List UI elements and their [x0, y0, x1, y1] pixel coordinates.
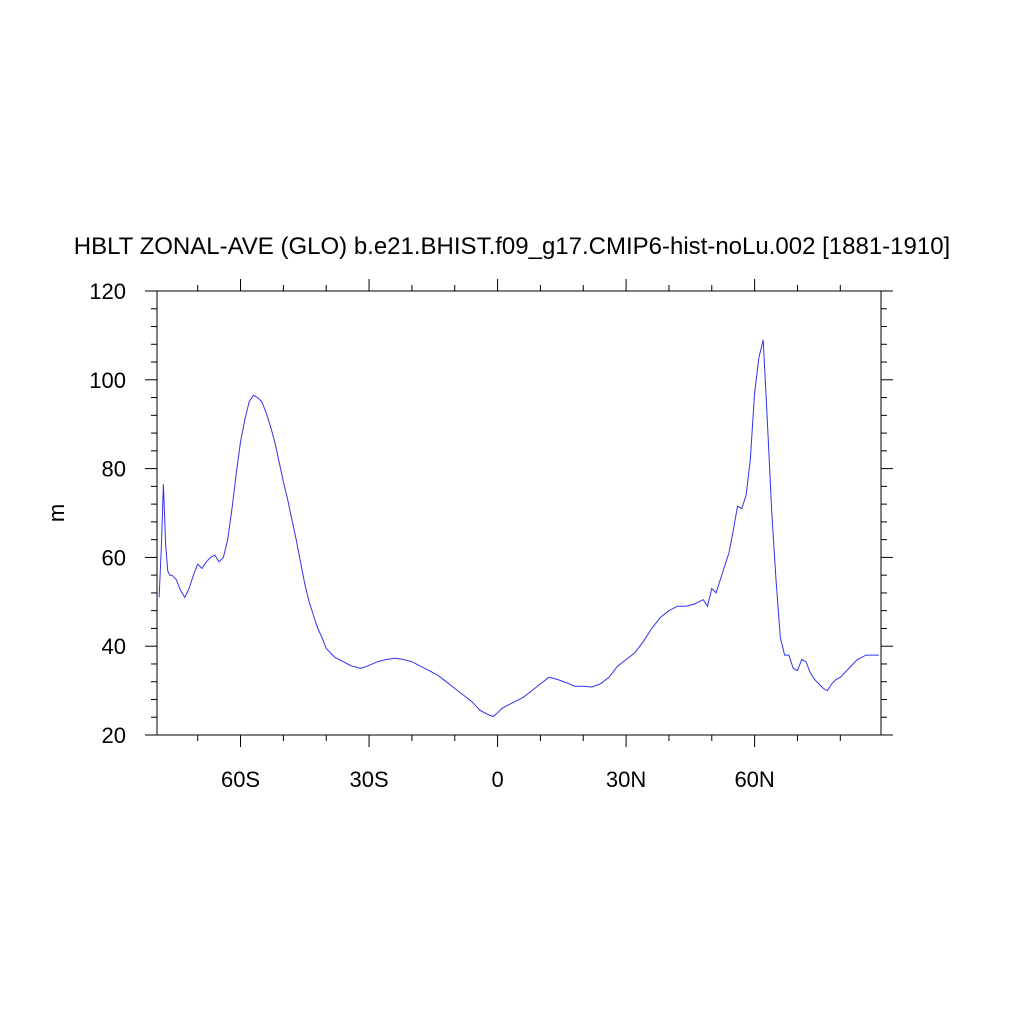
x-tick-label: 30S — [349, 767, 388, 792]
y-axis-label: m — [44, 504, 69, 522]
x-tick-label: 60N — [734, 767, 774, 792]
chart-title: HBLT ZONAL-AVE (GLO) b.e21.BHIST.f09_g17… — [74, 233, 950, 260]
y-tick-label: 40 — [102, 634, 126, 659]
plot-frame — [156, 290, 882, 736]
y-tick-label: 100 — [89, 368, 126, 393]
y-tick-label: 80 — [102, 457, 126, 482]
x-tick-label: 60S — [221, 767, 260, 792]
x-tick-label: 0 — [491, 767, 503, 792]
y-tick-label: 120 — [89, 279, 126, 304]
y-tick-label: 20 — [102, 723, 126, 748]
x-tick-label: 30N — [606, 767, 646, 792]
y-tick-label: 60 — [102, 545, 126, 570]
series-line — [158, 339, 879, 717]
plot-area: 60S 30S 0 30N 60N 20 40 60 80 100 120 — [89, 279, 893, 792]
